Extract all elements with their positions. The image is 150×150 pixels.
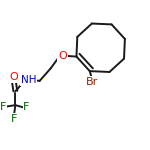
Text: F: F: [0, 102, 6, 112]
Text: NH: NH: [21, 75, 36, 85]
Text: O: O: [9, 72, 18, 82]
Text: F: F: [11, 114, 17, 124]
Text: O: O: [58, 51, 67, 61]
Text: Br: Br: [85, 77, 98, 87]
Text: F: F: [23, 102, 30, 112]
